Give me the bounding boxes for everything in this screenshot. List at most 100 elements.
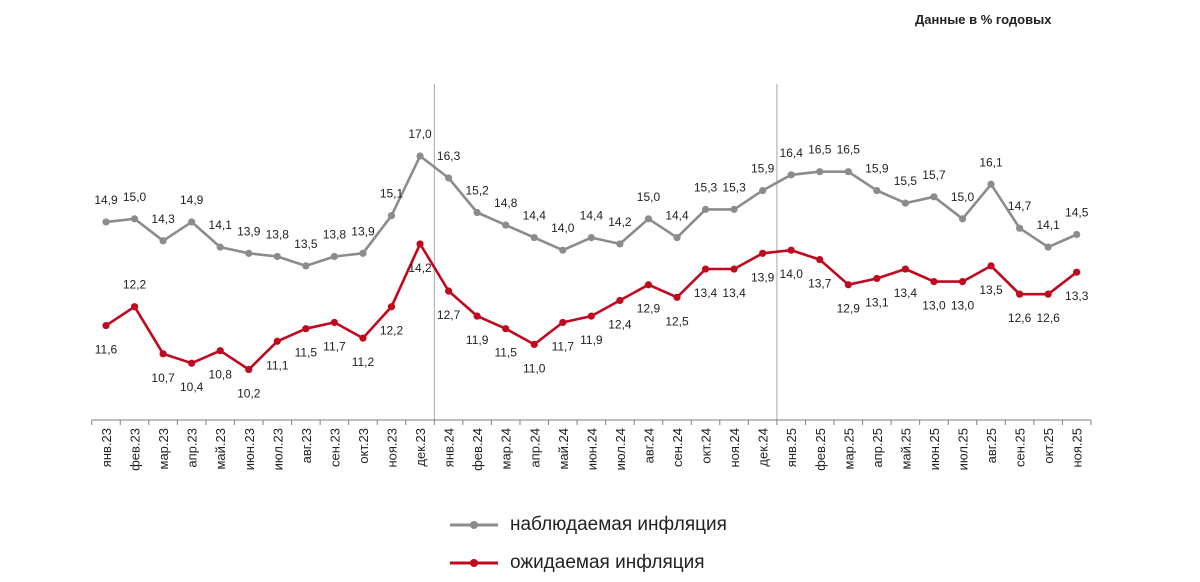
- data-point: [359, 334, 367, 342]
- data-label: 12,2: [123, 278, 147, 292]
- data-label: 11,6: [95, 343, 118, 357]
- data-label: 16,1: [979, 155, 1003, 169]
- x-tick-label: июл.24: [613, 428, 628, 470]
- legend: наблюдаемая инфляция ожидаемая инфляция: [448, 506, 727, 582]
- data-label: 11,7: [552, 339, 575, 353]
- data-point: [159, 237, 167, 245]
- data-label: 15,7: [922, 168, 946, 182]
- x-tick-label: мар.25: [841, 428, 856, 469]
- data-label: 14,7: [1008, 199, 1032, 213]
- data-label: 15,9: [865, 162, 889, 176]
- data-label: 16,3: [437, 149, 461, 163]
- data-label: 13,9: [237, 224, 261, 238]
- data-point: [445, 287, 453, 295]
- data-point: [216, 243, 224, 251]
- data-label: 15,0: [123, 190, 147, 204]
- data-label: 15,1: [380, 187, 404, 201]
- data-point: [359, 249, 367, 257]
- x-tick-label: окт.23: [356, 428, 371, 464]
- data-label: 15,0: [637, 190, 661, 204]
- data-point: [587, 312, 595, 320]
- data-point: [416, 152, 424, 160]
- x-tick-label: май.24: [556, 428, 571, 470]
- data-point: [502, 221, 510, 229]
- data-point: [273, 337, 281, 345]
- data-point: [901, 265, 910, 273]
- data-label: 15,5: [894, 174, 918, 188]
- data-point: [787, 171, 795, 179]
- data-point: [1044, 243, 1052, 251]
- data-label: 13,1: [865, 295, 889, 309]
- x-tick-label: фев.24: [470, 428, 485, 471]
- x-tick-label: ноя.23: [385, 428, 400, 468]
- data-point: [473, 312, 481, 320]
- data-label: 16,5: [837, 143, 861, 157]
- x-tick-label: июл.25: [956, 428, 971, 470]
- data-label: 14,2: [408, 261, 432, 275]
- x-tick-label: сен.23: [327, 428, 342, 467]
- data-label: 16,4: [780, 146, 804, 160]
- x-tick-label: авг.23: [299, 428, 314, 463]
- data-point: [616, 296, 624, 305]
- data-point: [673, 234, 681, 242]
- x-tick-label: мар.23: [156, 428, 171, 469]
- data-point: [958, 215, 967, 223]
- data-label: 14,0: [780, 267, 804, 281]
- data-label: 10,7: [151, 371, 175, 385]
- data-label: 12,4: [608, 317, 632, 331]
- data-label: 12,6: [1008, 311, 1032, 325]
- data-label: 13,0: [951, 299, 975, 313]
- data-point: [445, 174, 453, 182]
- data-label: 11,0: [523, 361, 546, 375]
- data-point: [1073, 230, 1081, 239]
- data-point: [901, 199, 910, 207]
- data-point: [844, 168, 852, 176]
- data-label: 10,4: [180, 380, 204, 394]
- x-tick-label: июн.23: [242, 428, 257, 470]
- data-point: [473, 208, 481, 217]
- data-label: 11,5: [494, 346, 517, 360]
- data-point: [730, 205, 738, 213]
- data-label: 13,4: [694, 286, 718, 300]
- data-point: [759, 249, 767, 257]
- x-tick-label: фев.23: [128, 428, 143, 471]
- data-point: [188, 359, 196, 367]
- x-tick-label: ноя.24: [727, 428, 742, 468]
- x-tick-label: ноя.25: [1070, 428, 1085, 468]
- data-point: [930, 193, 938, 201]
- data-label: 15,2: [465, 184, 489, 198]
- legend-label-expected: ожидаемая инфляция: [510, 552, 705, 573]
- data-point: [816, 168, 824, 176]
- x-tick-label: янв.25: [784, 428, 799, 467]
- data-point: [930, 278, 938, 286]
- x-tick-label: окт.25: [1041, 428, 1056, 464]
- data-point: [644, 215, 653, 223]
- data-point: [530, 340, 538, 348]
- data-label: 15,0: [951, 190, 975, 204]
- data-label: 12,9: [837, 302, 861, 316]
- data-point: [387, 212, 396, 220]
- data-label: 11,9: [580, 333, 603, 347]
- units-note: Данные в % годовых: [915, 12, 1052, 27]
- data-label: 10,2: [237, 387, 261, 401]
- data-label: 10,8: [209, 368, 233, 382]
- x-tick-label: сен.25: [1013, 428, 1028, 467]
- data-label: 12,9: [637, 302, 661, 316]
- data-point: [130, 215, 139, 223]
- data-label: 14,8: [494, 196, 518, 210]
- data-label: 14,0: [551, 221, 575, 235]
- x-tick-label: май.25: [898, 428, 913, 470]
- data-point: [1016, 290, 1024, 298]
- legend-item-observed: наблюдаемая инфляция: [448, 506, 727, 544]
- data-point: [559, 318, 567, 327]
- data-point: [216, 347, 224, 355]
- data-label: 12,2: [380, 324, 404, 338]
- data-label: 11,2: [352, 355, 375, 369]
- x-tick-label: авг.24: [641, 428, 656, 463]
- data-point: [387, 303, 396, 311]
- data-point: [245, 365, 253, 374]
- data-point: [701, 265, 710, 273]
- data-point: [787, 246, 795, 254]
- x-tick-label: мар.24: [499, 428, 514, 469]
